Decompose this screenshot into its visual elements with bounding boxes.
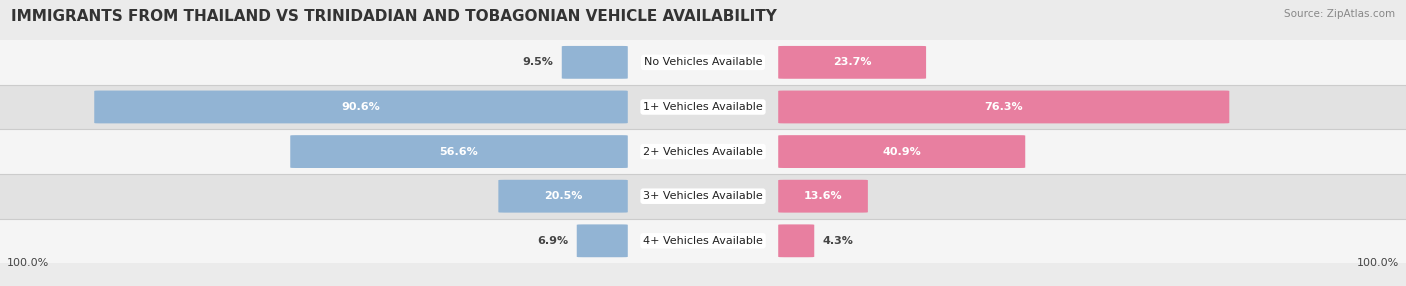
Text: 56.6%: 56.6%: [440, 147, 478, 156]
Text: Source: ZipAtlas.com: Source: ZipAtlas.com: [1284, 9, 1395, 19]
Text: 9.5%: 9.5%: [523, 57, 554, 67]
FancyBboxPatch shape: [576, 225, 627, 257]
Bar: [0, 219, 1406, 263]
FancyBboxPatch shape: [498, 180, 627, 212]
Text: 40.9%: 40.9%: [883, 147, 921, 156]
FancyBboxPatch shape: [779, 46, 927, 79]
FancyBboxPatch shape: [94, 91, 627, 123]
Bar: [0, 85, 1406, 129]
Text: 76.3%: 76.3%: [984, 102, 1024, 112]
FancyBboxPatch shape: [562, 46, 627, 79]
Text: 6.9%: 6.9%: [537, 236, 568, 246]
Text: 4.3%: 4.3%: [823, 236, 853, 246]
Text: 20.5%: 20.5%: [544, 191, 582, 201]
Text: 90.6%: 90.6%: [342, 102, 381, 112]
Bar: [0, 174, 1406, 219]
Text: 1+ Vehicles Available: 1+ Vehicles Available: [643, 102, 763, 112]
Bar: [0, 40, 1406, 85]
FancyBboxPatch shape: [779, 91, 1229, 123]
Bar: [0, 129, 1406, 174]
Text: 4+ Vehicles Available: 4+ Vehicles Available: [643, 236, 763, 246]
FancyBboxPatch shape: [779, 225, 814, 257]
Text: IMMIGRANTS FROM THAILAND VS TRINIDADIAN AND TOBAGONIAN VEHICLE AVAILABILITY: IMMIGRANTS FROM THAILAND VS TRINIDADIAN …: [11, 9, 778, 23]
Text: 23.7%: 23.7%: [832, 57, 872, 67]
Text: 2+ Vehicles Available: 2+ Vehicles Available: [643, 147, 763, 156]
Text: No Vehicles Available: No Vehicles Available: [644, 57, 762, 67]
Text: 3+ Vehicles Available: 3+ Vehicles Available: [643, 191, 763, 201]
FancyBboxPatch shape: [290, 135, 627, 168]
Text: 100.0%: 100.0%: [1357, 258, 1399, 268]
FancyBboxPatch shape: [779, 135, 1025, 168]
FancyBboxPatch shape: [779, 180, 868, 212]
Text: 13.6%: 13.6%: [804, 191, 842, 201]
Text: 100.0%: 100.0%: [7, 258, 49, 268]
